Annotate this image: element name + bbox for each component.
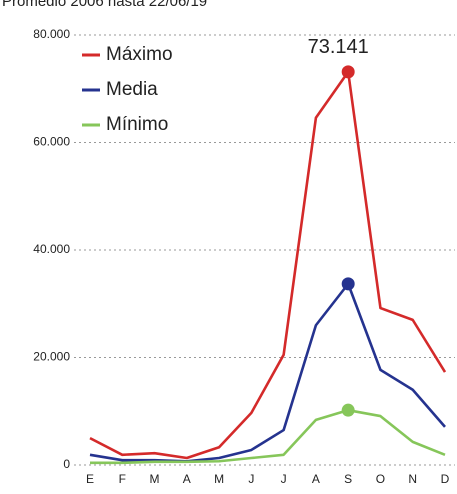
chart-subtitle: Promedio 2006 hasta 22/06/19 [2,0,207,10]
legend-label: Máximo [106,44,173,65]
series-line [89,282,446,463]
data-label: 73.141 [308,36,369,58]
max-marker [341,65,355,79]
y-tick-label: 80.000 [33,27,70,41]
max-marker [341,403,355,417]
x-tick-label: F [119,472,126,486]
y-tick-label: 20.000 [33,350,70,364]
y-tick-label: 40.000 [33,242,70,256]
legend-label: Mínimo [106,114,168,135]
x-tick-label: J [281,472,287,486]
series-line [89,70,447,460]
x-tick-label: M [150,472,160,486]
series-line [90,408,446,465]
x-tick-label: M [214,472,224,486]
x-tick-label: N [408,472,417,486]
x-tick-label: D [441,472,450,486]
y-tick-label: 0 [63,457,70,471]
x-tick-label: O [376,472,385,486]
max-marker [341,277,355,291]
legend-label: Media [106,79,158,100]
x-tick-label: J [248,472,254,486]
x-tick-label: E [86,472,94,486]
y-tick-label: 60.000 [33,135,70,149]
x-tick-label: A [183,472,191,486]
x-tick-label: S [344,472,352,486]
x-tick-label: A [312,472,320,486]
